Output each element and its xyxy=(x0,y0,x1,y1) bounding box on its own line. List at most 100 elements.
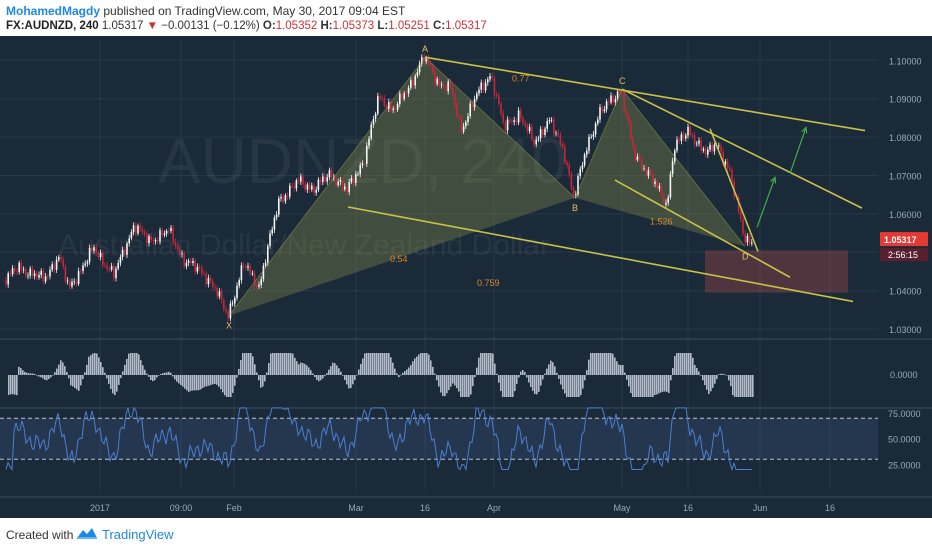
candle-body xyxy=(91,247,93,251)
oscillator-bar xyxy=(116,375,118,392)
x-tick-label: Jun xyxy=(753,503,768,513)
candle-body xyxy=(148,236,150,244)
candle-body xyxy=(5,279,7,285)
candle-body xyxy=(698,140,700,144)
candle-body xyxy=(641,158,643,169)
candle-body xyxy=(234,298,236,304)
tradingview-brand[interactable]: TradingView xyxy=(102,527,174,542)
candle-body xyxy=(99,252,102,258)
oscillator-bar xyxy=(562,375,564,390)
oscillator-bar xyxy=(538,375,540,392)
oscillator-bar xyxy=(16,375,18,396)
oscillator-bar xyxy=(452,375,454,384)
oscillator-bar xyxy=(664,375,666,392)
oscillator-bar xyxy=(684,353,686,375)
candle-body xyxy=(509,119,511,122)
x-tick-label: Feb xyxy=(226,503,242,513)
candle-body xyxy=(722,151,724,165)
oscillator-bar xyxy=(730,375,732,387)
oscillator-bar xyxy=(466,375,468,397)
oscillator-bar xyxy=(398,375,400,378)
candle-body xyxy=(390,101,392,110)
candle-body xyxy=(379,96,381,99)
x-tick-label: May xyxy=(613,503,631,513)
chart-header: MohamedMagdy published on TradingView.co… xyxy=(0,0,932,36)
oscillator-bar xyxy=(80,375,82,386)
oscillator-bar xyxy=(482,353,484,375)
oscillator-bar xyxy=(200,375,202,390)
oscillator-bar xyxy=(488,353,490,375)
candle-body xyxy=(528,126,531,132)
oscillator-bar xyxy=(476,367,478,375)
candle-body xyxy=(245,266,247,268)
candle-body xyxy=(71,281,73,287)
oscillator-bar xyxy=(374,353,376,375)
oscillator-bar xyxy=(298,364,300,375)
oscillator-bar xyxy=(212,375,214,385)
oscillator-bar xyxy=(526,375,528,378)
oscillator-bar xyxy=(270,353,272,375)
oscillator-bar xyxy=(106,375,108,379)
oscillator-bar xyxy=(172,375,174,377)
point-label-b: B xyxy=(572,203,578,213)
candle-body xyxy=(643,168,645,170)
oscillator-bar xyxy=(142,365,144,375)
oscillator-bar xyxy=(174,375,176,380)
candle-body xyxy=(608,101,610,103)
oscillator-bar xyxy=(390,357,392,375)
oscillator-bar xyxy=(732,375,734,396)
oscillator-bar xyxy=(508,375,510,397)
oscillator-bar xyxy=(344,375,346,381)
candle-body xyxy=(696,143,698,145)
oscillator-bar xyxy=(96,353,98,375)
candle-body xyxy=(513,120,515,123)
oscillator-bar xyxy=(728,375,730,381)
oscillator-bar xyxy=(736,375,738,397)
candle-body xyxy=(702,148,705,151)
candle-body xyxy=(163,233,166,236)
sell-zone xyxy=(705,250,848,293)
oscillator-bar xyxy=(140,360,142,375)
candle-body xyxy=(300,176,302,182)
oscillator-bar xyxy=(504,375,506,397)
candle-body xyxy=(159,230,161,242)
candle-body xyxy=(671,161,674,174)
oscillator-bar xyxy=(308,367,310,375)
oscillator-bar xyxy=(416,356,418,375)
candle-body xyxy=(381,98,383,99)
oscillator-bar xyxy=(662,375,664,392)
oscillator-bar xyxy=(648,375,650,397)
oscillator-bar xyxy=(556,372,558,375)
x-tick-label: Apr xyxy=(487,503,501,513)
candle-body xyxy=(412,80,414,86)
oscillator-bar xyxy=(162,373,164,375)
trendlines[interactable] xyxy=(228,56,866,316)
candle-body xyxy=(104,264,106,266)
candle-body xyxy=(22,269,25,271)
oscillator-bar xyxy=(666,375,668,392)
candle-body xyxy=(720,145,722,152)
candle-body xyxy=(564,146,566,163)
author-name[interactable]: MohamedMagdy xyxy=(6,4,101,18)
oscillator-bar xyxy=(678,353,680,375)
candle-body xyxy=(253,273,256,287)
oscillator-bar xyxy=(272,353,274,375)
last-price-label: 1.05317 xyxy=(884,235,917,245)
candle-body xyxy=(267,245,269,263)
oscillator-bar xyxy=(286,353,288,375)
rsi-band xyxy=(0,418,878,460)
y-tick-label: 1.06000 xyxy=(889,210,922,220)
candle-body xyxy=(418,63,421,73)
oscillator-bar xyxy=(284,353,286,375)
candle-body xyxy=(117,263,119,269)
oscillator-bar xyxy=(294,357,296,375)
oscillator-bar xyxy=(582,375,584,389)
oscillator-bar xyxy=(456,375,458,389)
oscillator-bar xyxy=(168,371,170,375)
candle-body xyxy=(396,104,399,110)
candle-body xyxy=(271,229,273,234)
candle-body xyxy=(315,189,317,193)
oscillator-bar xyxy=(630,375,632,394)
candle-body xyxy=(297,180,300,182)
